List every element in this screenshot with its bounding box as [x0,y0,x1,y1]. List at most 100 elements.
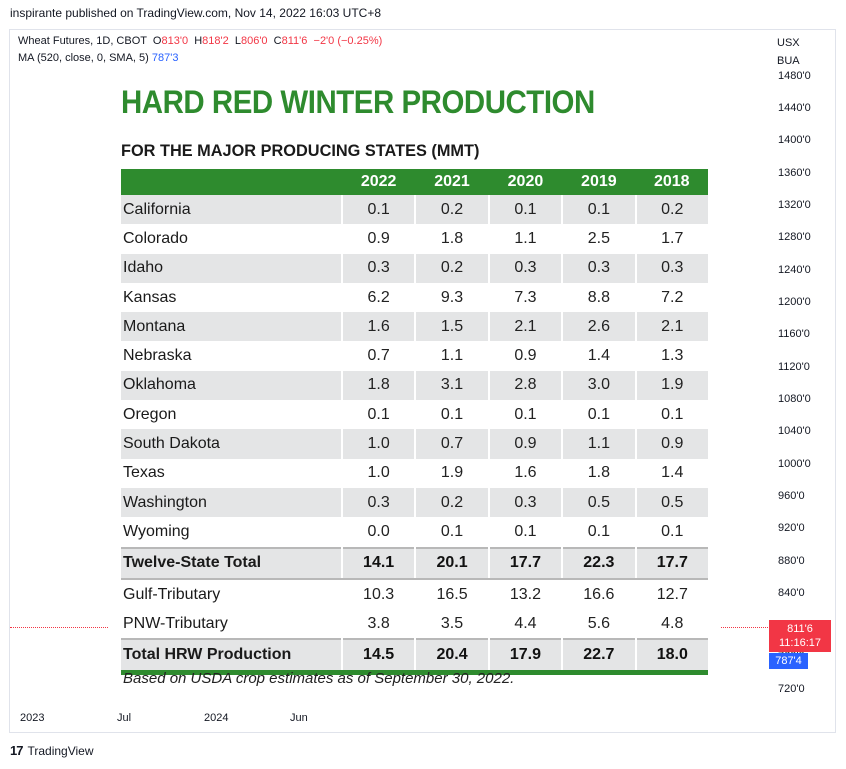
production-value: 0.3 [634,253,708,283]
price-tick: 1200'0 [778,296,811,308]
production-value: 0.1 [561,400,636,430]
table-row: PNW-Tributary 3.8 3.5 4.4 5.6 4.8 [121,609,708,640]
year-header: 2018 [635,169,708,195]
close-value: C811'6 [273,35,308,47]
source-note: Based on USDA crop estimates as of Septe… [123,670,515,687]
production-value: 1.5 [414,312,489,342]
state-name: South Dakota [121,429,342,459]
production-value: 1.1 [414,341,489,371]
production-value: 22.3 [561,546,636,580]
header-blank [121,169,342,195]
production-value: 1.8 [414,224,489,254]
production-value: 0.7 [414,429,489,459]
price-tick: 1360'0 [778,167,811,179]
price-scale[interactable]: 1480'0 1440'0 1400'0 1360'0 1320'0 1280'0 1240… [760,70,836,710]
price-tick: 920'0 [778,522,805,534]
ma-legend[interactable]: MA (520, close, 0, SMA, 5) 787'3 [18,52,178,64]
price-tick: 1320'0 [778,199,811,211]
production-value: 0.9 [634,429,708,459]
table-row: Colorado 0.9 1.8 1.1 2.5 1.7 [121,224,708,254]
table-row: California 0.1 0.2 0.1 0.1 0.2 [121,195,708,225]
production-value: 6.2 [340,282,416,313]
currency-label: USX [777,37,800,49]
production-value: 20.4 [414,638,489,675]
production-value: 1.4 [634,458,708,488]
table-row: Gulf-Tributary 10.3 16.5 13.2 16.6 12.7 [121,578,708,610]
state-name: Nebraska [121,341,342,371]
price-tick: 960'0 [778,490,805,502]
production-value: 2.1 [487,312,563,342]
production-value: 1.9 [634,370,708,401]
production-value: 2.8 [487,370,563,401]
production-table: 2022 2021 2020 2019 2018 California 0.1 0.… [121,169,708,675]
table-row: Washington 0.3 0.2 0.3 0.5 0.5 [121,487,708,518]
production-value: 0.1 [414,517,489,548]
price-tick: 880'0 [778,555,805,567]
last-price-badge: 811'6 11:16:17 [769,620,831,652]
production-value: 17.9 [487,638,563,675]
production-value: 1.0 [340,429,416,459]
production-value: 0.1 [634,517,708,548]
production-value: 0.1 [487,195,563,225]
tradingview-logo-icon: 17 [10,743,24,758]
production-value: 3.5 [414,609,489,640]
price-tick: 720'0 [778,683,805,695]
symbol-name[interactable]: Wheat Futures, 1D, CBOT [18,35,147,47]
tradingview-brand[interactable]: 17 TradingView [10,743,94,758]
production-value: 1.9 [414,458,489,488]
symbol-legend[interactable]: Wheat Futures, 1D, CBOT O813'0 H818'2 L8… [18,35,382,47]
price-tick: 1280'0 [778,231,811,243]
production-value: 8.8 [561,282,636,313]
table-row: Total HRW Production 14.5 20.4 17.9 22.7 18.0 [121,638,708,675]
production-value: 1.1 [487,224,563,254]
state-name: Twelve-State Total [121,546,342,580]
production-value: 3.1 [414,370,489,401]
high-value: H818'2 [194,35,229,47]
ma-value: 787'3 [151,52,179,64]
table-row: Twelve-State Total 14.1 20.1 17.7 22.3 17.7 [121,546,708,580]
production-value: 18.0 [634,638,708,675]
ma-label: MA (520, close, 0, SMA, 5) [18,52,149,64]
production-value: 0.1 [561,195,636,225]
production-value: 0.3 [487,487,563,518]
table-row: Kansas 6.2 9.3 7.3 8.8 7.2 [121,282,708,313]
production-value: 1.6 [487,458,563,488]
time-tick: 2023 [20,712,45,724]
chart-frame[interactable] [9,29,836,733]
production-value: 0.3 [487,253,563,283]
production-value: 3.0 [561,370,636,401]
production-value: 0.5 [634,487,708,518]
table-row: South Dakota 1.0 0.7 0.9 1.1 0.9 [121,429,708,459]
price-tick: 1040'0 [778,425,811,437]
production-value: 17.7 [487,546,563,580]
production-value: 0.9 [487,341,563,371]
state-name: Oregon [121,400,342,430]
table-row: Wyoming 0.0 0.1 0.1 0.1 0.1 [121,517,708,548]
state-name: PNW-Tributary [121,609,342,640]
production-value: 17.7 [634,546,708,580]
currency-unit[interactable]: USX BUA [777,34,800,70]
production-value: 1.7 [634,224,708,254]
state-name: Gulf-Tributary [121,578,342,610]
table-row: Idaho 0.3 0.2 0.3 0.3 0.3 [121,253,708,283]
production-value: 1.3 [634,341,708,371]
state-name: Idaho [121,253,342,283]
production-value: 0.5 [561,487,636,518]
production-value: 0.2 [634,195,708,225]
production-value: 1.6 [340,312,416,342]
bar-countdown: 11:16:17 [778,637,821,649]
brand-name: TradingView [27,743,94,758]
production-value: 0.1 [487,400,563,430]
production-value: 9.3 [414,282,489,313]
year-header: 2022 [341,169,416,195]
production-value: 0.2 [414,487,489,518]
production-value: 0.7 [340,341,416,371]
production-value: 14.1 [340,546,416,580]
price-tick: 1240'0 [778,264,811,276]
production-value: 4.8 [634,609,708,640]
hrw-production-infographic: HARD RED WINTER PRODUCTION FOR THE MAJOR… [109,80,721,692]
state-name: California [121,195,342,225]
production-value: 0.1 [340,195,416,225]
ma-price-badge: 787'4 [769,653,808,669]
production-value: 0.1 [414,400,489,430]
